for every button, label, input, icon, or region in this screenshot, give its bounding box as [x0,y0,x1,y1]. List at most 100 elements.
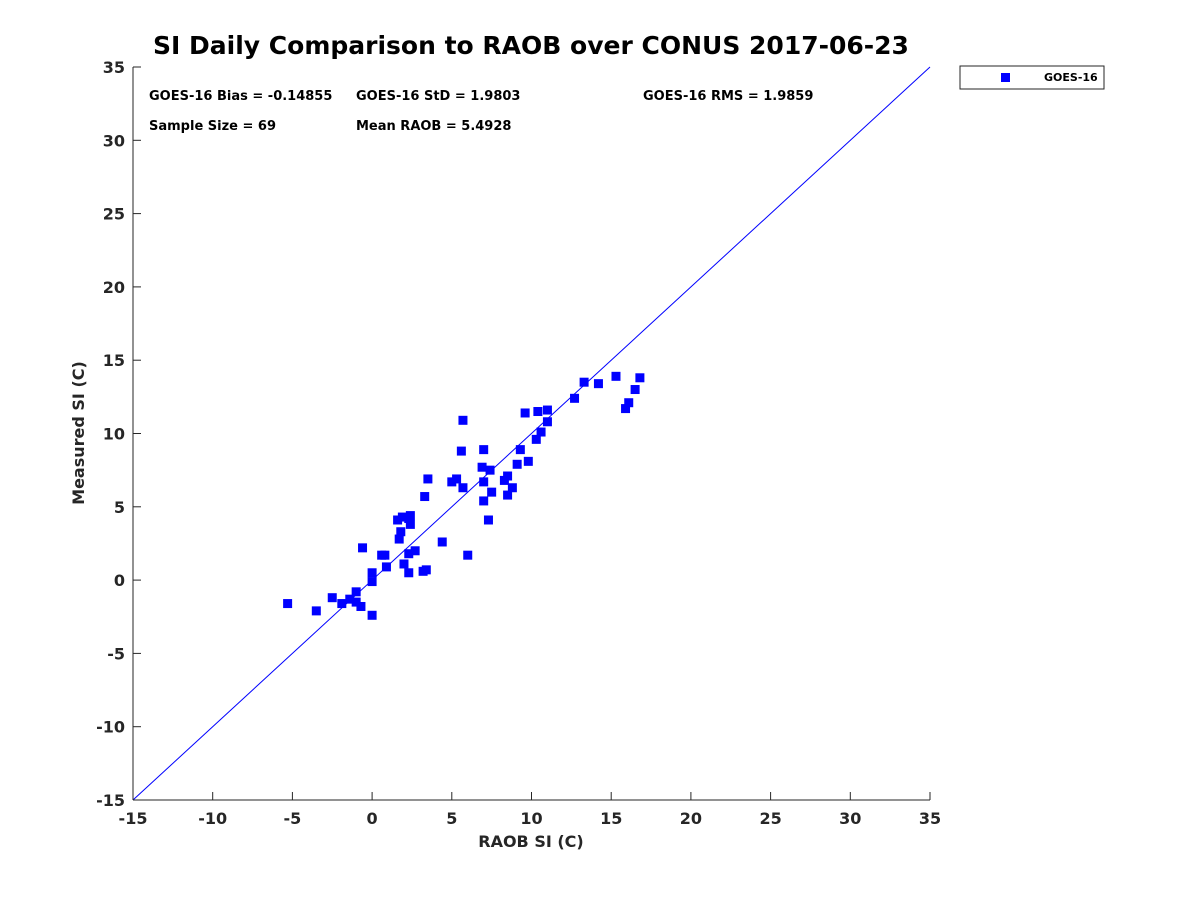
one-to-one-line [132,66,931,801]
data-point [311,606,321,616]
data-point [327,593,337,603]
data-points-group [283,371,645,620]
data-point [515,445,525,455]
data-point [447,477,457,487]
data-point [423,474,433,484]
data-point [503,490,513,500]
x-tick-label: 0 [367,809,378,828]
std-annotation: GOES-16 StD = 1.9803 [356,89,520,104]
data-point [542,405,552,415]
y-tick-label: -10 [96,718,125,737]
data-point [356,601,366,611]
data-point [479,477,489,487]
data-point [523,456,533,466]
legend: GOES-16 [959,65,1105,90]
data-point [393,515,403,525]
axes-group: -15 -10 -5 0 5 10 15 20 25 30 35 -15 -10 -5 0 5 10 15 20 25… [96,58,941,828]
x-tick-label: -5 [284,809,302,828]
data-point [410,546,420,556]
data-point [458,483,468,493]
data-point [367,577,377,587]
x-tick-label: 25 [759,809,781,828]
data-point [463,550,473,560]
data-point [507,483,517,493]
data-point [456,446,466,456]
y-tick-label: 15 [103,351,125,370]
mean-raob-annotation: Mean RAOB = 5.4928 [356,119,511,134]
data-point [351,597,361,607]
data-point [485,465,495,475]
data-point [397,512,407,522]
chart-title: SI Daily Comparison to RAOB over CONUS 2… [153,31,909,60]
data-point [405,519,415,529]
one-to-one-line-group [132,66,931,801]
y-tick-label: 10 [103,425,125,444]
x-tick-label: 5 [446,809,457,828]
data-point [458,415,468,425]
data-point [611,371,621,381]
x-tick-label: 35 [919,809,941,828]
data-point [404,549,414,559]
data-point [399,559,409,569]
data-point [630,385,640,395]
data-point [593,379,603,389]
data-point [405,511,415,521]
y-tick-label: 30 [103,131,125,150]
data-point [367,610,377,620]
data-point [452,474,462,484]
data-point [420,492,430,502]
y-tick-label: -5 [107,644,125,663]
data-point [345,594,355,604]
x-tick-label: 20 [680,809,702,828]
data-point [483,515,493,525]
data-point [531,434,541,444]
data-point [579,377,589,387]
data-point [380,550,390,560]
data-point [542,417,552,427]
legend-marker-goes16 [1001,73,1010,82]
data-point [536,427,546,437]
x-tick-label: -15 [119,809,148,828]
data-point [381,562,391,572]
data-point [396,527,406,537]
x-tick-label: 30 [839,809,861,828]
data-point [479,445,489,455]
bias-annotation: GOES-16 Bias = -0.14855 [149,89,332,104]
x-tick-label: 10 [520,809,542,828]
data-point [635,373,645,383]
data-point [283,599,293,609]
y-axis-label: Measured SI (C) [69,361,88,505]
data-point [337,599,347,609]
data-point [520,408,530,418]
y-tick-label: 5 [114,498,125,517]
data-point [503,471,513,481]
data-point [404,568,414,578]
y-tick-label: 25 [103,205,125,224]
data-point [533,407,543,417]
data-point [624,398,634,408]
x-axis-label: RAOB SI (C) [478,832,583,851]
data-point [358,543,368,553]
y-tick-label: -15 [96,791,125,810]
rms-annotation: GOES-16 RMS = 1.9859 [643,89,813,104]
data-point [394,534,404,544]
data-point [570,393,580,403]
data-point [487,487,497,497]
sample-size-annotation: Sample Size = 69 [149,119,276,134]
data-point [621,404,631,414]
data-point [512,459,522,469]
data-point [437,537,447,547]
data-point [367,568,377,578]
data-point [421,565,431,575]
y-tick-label: 0 [114,571,125,590]
legend-label-goes16: GOES-16 [1044,71,1098,84]
y-tick-label: 35 [103,58,125,77]
legend-box [959,65,1105,90]
y-tick-label: 20 [103,278,125,297]
data-point [479,496,489,506]
data-point [351,587,361,597]
x-tick-label: 15 [600,809,622,828]
x-tick-label: -10 [198,809,227,828]
data-point [477,462,487,472]
